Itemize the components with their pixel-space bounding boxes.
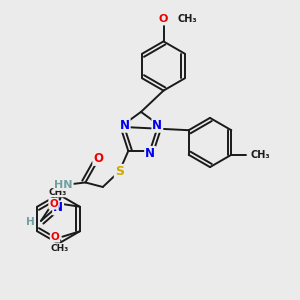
Text: N: N [152,119,162,132]
Text: CH₃: CH₃ [50,244,68,253]
Text: N: N [145,147,155,160]
Text: O: O [51,232,59,242]
Text: CH₃: CH₃ [49,188,67,197]
Text: O: O [93,152,103,165]
Text: O: O [159,14,168,25]
Text: N: N [53,202,63,214]
Text: HN: HN [54,180,73,190]
Text: H: H [26,218,34,227]
Text: S: S [115,165,124,178]
Text: CH₃: CH₃ [251,150,270,160]
Text: N: N [120,119,130,132]
Text: O: O [49,199,58,209]
Text: CH₃: CH₃ [178,14,197,25]
